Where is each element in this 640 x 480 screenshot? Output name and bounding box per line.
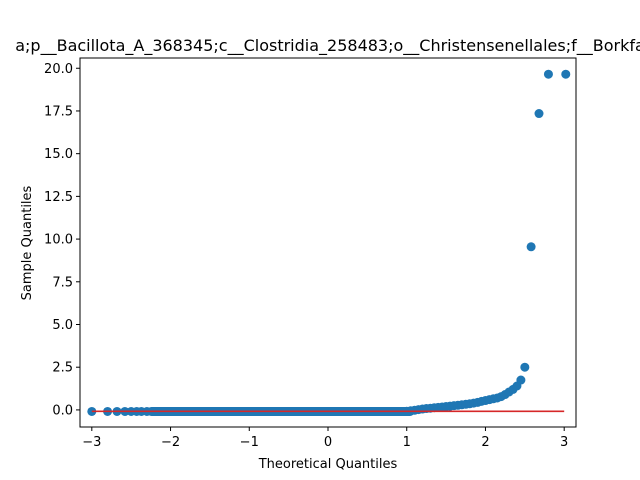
x-axis-label: Theoretical Quantiles (258, 457, 398, 472)
x-tick-label: 2 (481, 435, 489, 450)
plot-area (87, 69, 571, 416)
y-tick-label: 2.5 (52, 361, 73, 376)
x-tick-label: 3 (560, 435, 568, 450)
data-point (516, 375, 526, 385)
x-tick-label: −1 (240, 435, 259, 450)
data-point (534, 109, 544, 119)
y-tick-label: 0.0 (52, 403, 73, 418)
y-tick-label: 17.5 (44, 104, 73, 119)
y-axis: 0.0 2.5 5.0 7.5 10.0 12.5 15.0 17.5 20.0 (44, 62, 80, 418)
x-axis: −3 −2 −1 0 1 2 3 (82, 427, 568, 450)
data-point (561, 69, 571, 79)
data-point (526, 242, 536, 252)
x-tick-label: 1 (403, 435, 411, 450)
y-tick-label: 20.0 (44, 62, 73, 77)
y-tick-label: 7.5 (52, 275, 73, 290)
data-point (520, 362, 530, 372)
x-tick-label: 0 (324, 435, 332, 450)
y-tick-label: 15.0 (44, 147, 73, 162)
y-tick-label: 5.0 (52, 318, 73, 333)
chart-title: a;p__Bacillota_A_368345;c__Clostridia_25… (15, 36, 640, 56)
y-tick-label: 10.0 (44, 233, 73, 248)
x-tick-label: −3 (82, 435, 101, 450)
y-axis-label: Sample Quantiles (20, 185, 35, 300)
axes-frame (79, 57, 577, 428)
x-tick-label: −2 (161, 435, 180, 450)
data-point (543, 69, 553, 79)
y-tick-label: 12.5 (44, 190, 73, 205)
